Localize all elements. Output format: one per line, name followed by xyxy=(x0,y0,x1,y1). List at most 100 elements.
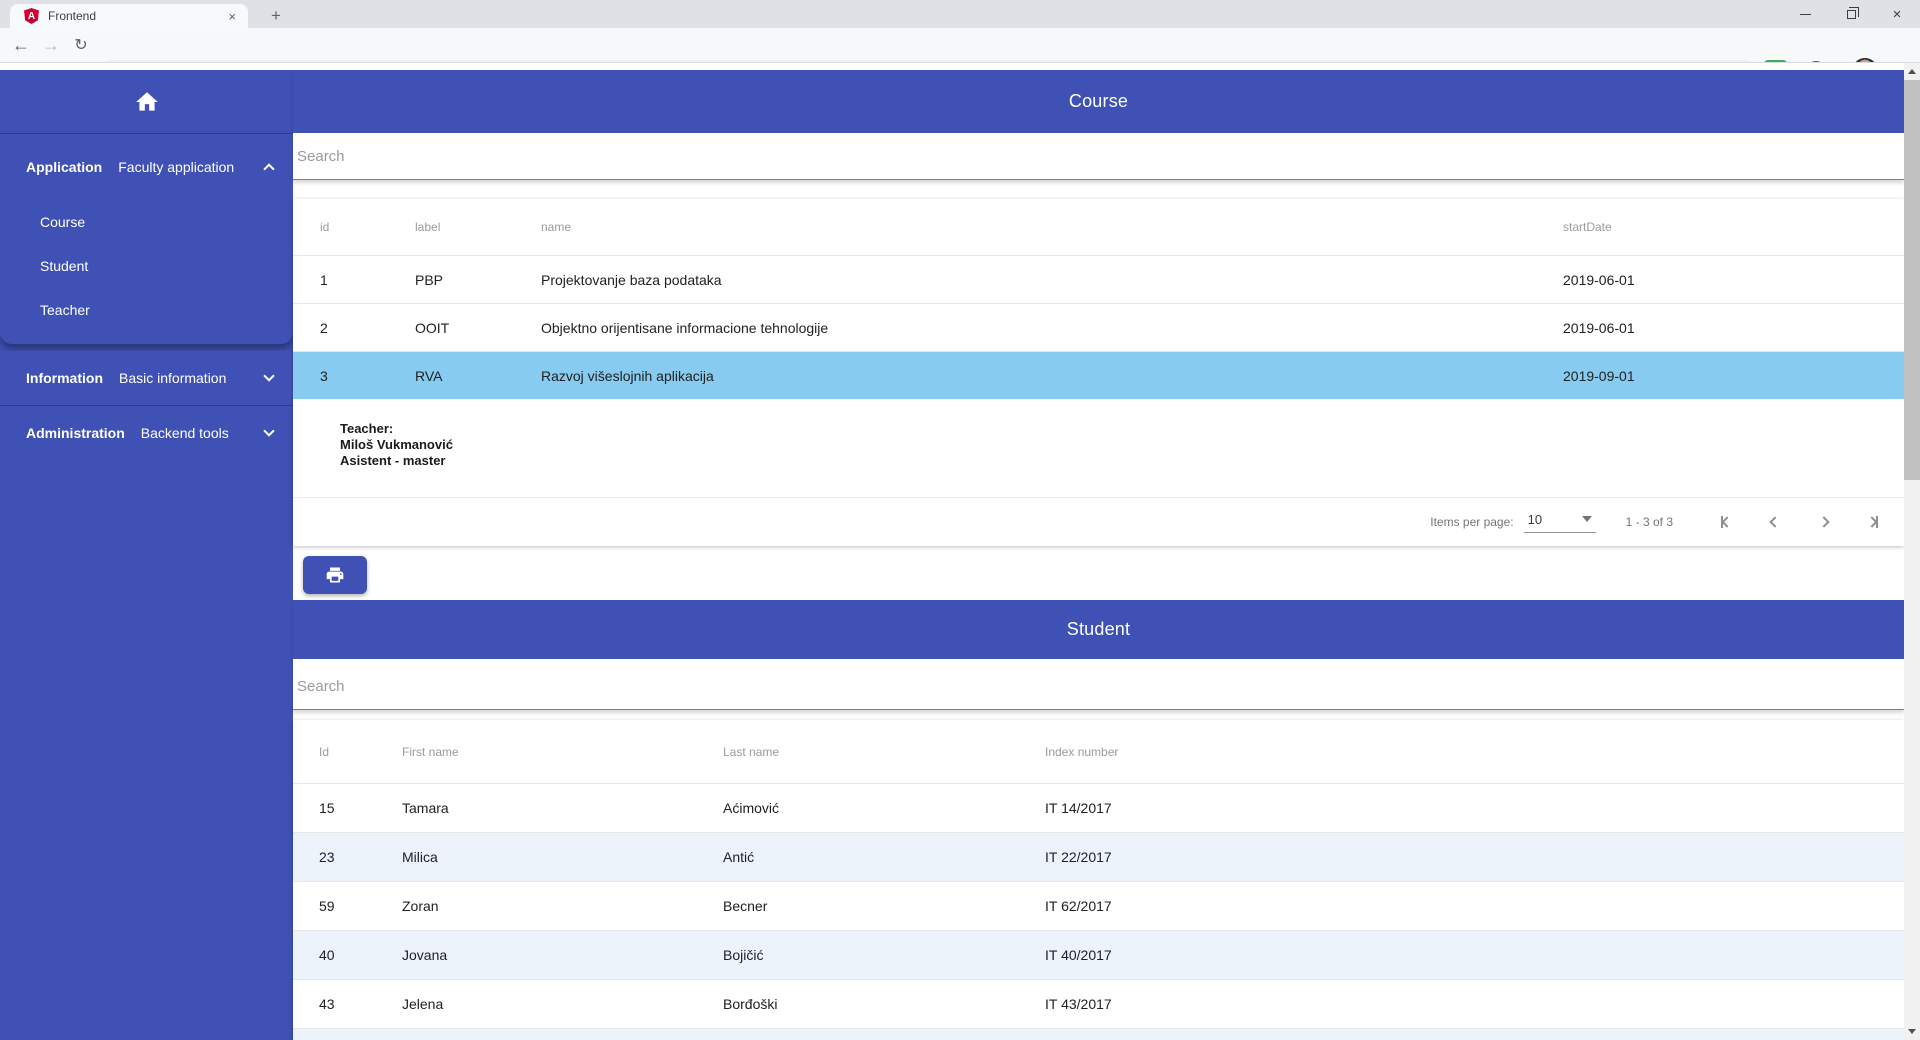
cell-firstname: Zoran xyxy=(402,898,439,914)
page-scrollbar xyxy=(1904,63,1920,1040)
reload-button[interactable]: ↻ xyxy=(74,37,88,54)
chevron-left-icon xyxy=(1769,516,1781,528)
panel-title: Information xyxy=(26,370,103,386)
student-table-row[interactable]: 23 Milica Antić IT 22/2017 xyxy=(293,832,1904,881)
cell-id: 3 xyxy=(320,367,328,384)
course-table-row[interactable]: 1 PBP Projektovanje baza podataka 2019-0… xyxy=(293,255,1904,303)
cell-startdate: 2019-06-01 xyxy=(1563,271,1635,288)
sidebar-item-course[interactable]: Course xyxy=(0,200,293,244)
cell-firstname: Jovana xyxy=(402,947,448,963)
student-table-row[interactable]: 59 Zoran Becner IT 62/2017 xyxy=(293,881,1904,930)
scrollbar-thumb[interactable] xyxy=(1904,80,1920,480)
previous-page-button[interactable] xyxy=(1766,513,1784,531)
tab-title: Frontend xyxy=(48,9,97,23)
browser-tab[interactable]: A Frontend × xyxy=(10,4,248,28)
sidebar-panel-administration: Administration Backend tools xyxy=(0,406,293,460)
back-button[interactable]: ← xyxy=(12,34,30,55)
print-button[interactable] xyxy=(303,556,367,594)
detail-heading: Teacher: xyxy=(340,421,394,436)
column-header-indexnumber: Index number xyxy=(1045,744,1119,759)
sidebar-item-label: Course xyxy=(40,214,86,230)
panel-title: Application xyxy=(26,159,103,175)
close-button[interactable]: × xyxy=(1874,0,1920,28)
cell-id: 43 xyxy=(319,996,335,1012)
last-page-button[interactable] xyxy=(1864,513,1882,531)
paginator-nav xyxy=(1717,513,1882,531)
panel-header-application[interactable]: Application Faculty application xyxy=(0,134,293,200)
scrollbar-up-button[interactable] xyxy=(1904,63,1920,80)
main-content: Course id label name startDate 1 PBP Pro… xyxy=(293,63,1904,1040)
close-icon: × xyxy=(1892,5,1902,23)
next-page-button[interactable] xyxy=(1815,513,1833,531)
scroll-up-icon xyxy=(1908,69,1916,74)
minimize-icon xyxy=(1799,13,1811,15)
paginator-range: 1 - 3 of 3 xyxy=(1625,515,1673,529)
page-size-select[interactable]: 10 xyxy=(1523,511,1596,533)
app-page: Application Faculty application Course S… xyxy=(0,63,1920,1040)
student-search-field xyxy=(293,659,1904,710)
course-table-row-selected[interactable]: 3 RVA Razvoj višeslojnih aplikacija 2019… xyxy=(293,351,1904,399)
angular-logo-icon: A xyxy=(24,8,39,24)
cell-indexnumber: IT 14/2017 xyxy=(1045,800,1112,816)
cell-lastname: Bojičić xyxy=(723,947,764,963)
column-header-name: name xyxy=(541,220,572,234)
page-size-value: 10 xyxy=(1527,511,1543,527)
student-table-row-partial[interactable] xyxy=(293,1028,1904,1040)
cell-firstname: Jelena xyxy=(402,996,444,1012)
cell-lastname: Aćimović xyxy=(723,800,780,816)
student-table-row[interactable]: 40 Jovana Bojičić IT 40/2017 xyxy=(293,930,1904,979)
panel-header-information[interactable]: Information Basic information xyxy=(0,351,293,405)
course-header-card: Course xyxy=(293,70,1904,180)
cell-lastname: Antić xyxy=(723,849,755,865)
student-header-card: Student xyxy=(293,600,1904,710)
course-search-input[interactable] xyxy=(293,133,1904,179)
cell-indexnumber: IT 43/2017 xyxy=(1045,996,1112,1012)
sidebar-panel-application: Application Faculty application Course S… xyxy=(0,134,293,344)
cell-id: 40 xyxy=(319,947,335,963)
cell-name: Objektno orijentisane informacione tehno… xyxy=(541,319,829,336)
panel-title: Administration xyxy=(26,425,125,441)
column-header-label: label xyxy=(415,220,441,234)
print-icon xyxy=(326,567,344,583)
column-header-lastname: Last name xyxy=(723,744,780,759)
cell-lastname: Becner xyxy=(723,898,768,914)
sidebar-item-teacher[interactable]: Teacher xyxy=(0,288,293,332)
cell-firstname: Milica xyxy=(402,849,438,865)
column-header-startdate: startDate xyxy=(1563,220,1612,234)
chevron-down-icon xyxy=(263,425,275,437)
cell-startdate: 2019-06-01 xyxy=(1563,319,1635,336)
cell-name: Razvoj višeslojnih aplikacija xyxy=(541,367,714,384)
cell-id: 2 xyxy=(320,319,328,336)
scroll-down-icon xyxy=(1908,1029,1916,1034)
window-controls: × xyxy=(1782,0,1920,28)
cell-id: 1 xyxy=(320,271,328,288)
forward-button[interactable]: → xyxy=(42,34,60,55)
cell-id: 59 xyxy=(319,898,335,914)
home-button[interactable] xyxy=(127,82,167,122)
items-per-page-label: Items per page: xyxy=(1430,515,1514,529)
cell-lastname: Borđoški xyxy=(723,996,778,1012)
tab-close-icon[interactable]: × xyxy=(228,8,236,24)
sidebar-home-row xyxy=(0,70,293,133)
column-header-id: id xyxy=(320,220,330,234)
scrollbar-down-button[interactable] xyxy=(1904,1023,1920,1040)
panel-description: Faculty application xyxy=(118,159,235,175)
new-tab-button[interactable]: + xyxy=(271,6,281,25)
cell-id: 15 xyxy=(319,800,335,816)
caret-down-icon xyxy=(1581,516,1592,522)
student-search-input[interactable] xyxy=(293,663,1904,709)
chevron-left-icon xyxy=(1721,516,1733,528)
sidebar-item-student[interactable]: Student xyxy=(0,244,293,288)
student-table-row[interactable]: 15 Tamara Aćimović IT 14/2017 xyxy=(293,783,1904,832)
student-table-header: Id First name Last name Index number xyxy=(293,720,1904,783)
cell-name: Projektovanje baza podataka xyxy=(541,271,722,288)
sidebar-panel-information: Information Basic information xyxy=(0,351,293,405)
panel-header-administration[interactable]: Administration Backend tools xyxy=(0,406,293,460)
tab-strip: A Frontend × + × xyxy=(0,0,1920,28)
minimize-button[interactable] xyxy=(1782,0,1828,28)
restore-button[interactable] xyxy=(1828,0,1874,28)
student-table-row[interactable]: 43 Jelena Borđoški IT 43/2017 xyxy=(293,979,1904,1028)
cell-indexnumber: IT 62/2017 xyxy=(1045,898,1112,914)
course-table-row[interactable]: 2 OOIT Objektno orijentisane informacion… xyxy=(293,303,1904,351)
first-page-button[interactable] xyxy=(1717,513,1735,531)
